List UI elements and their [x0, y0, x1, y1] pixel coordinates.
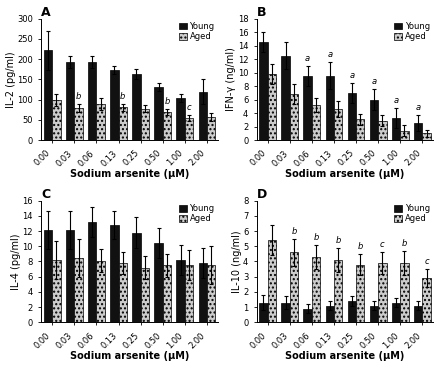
Bar	[289, 94, 297, 140]
Bar	[421, 278, 430, 322]
Bar	[391, 118, 399, 140]
Text: a: a	[349, 71, 353, 80]
Bar	[347, 301, 355, 322]
Bar	[303, 76, 311, 140]
Text: D: D	[256, 188, 266, 201]
Text: b: b	[335, 236, 340, 245]
X-axis label: Sodium arsenite (μM): Sodium arsenite (μM)	[285, 352, 404, 361]
Bar	[289, 252, 297, 322]
Bar	[267, 74, 276, 140]
Bar	[311, 105, 320, 140]
Bar	[377, 263, 386, 322]
Bar	[118, 263, 127, 322]
Bar	[74, 258, 82, 322]
Text: b: b	[401, 239, 406, 248]
Legend: Young, Aged: Young, Aged	[177, 20, 216, 43]
Text: C: C	[41, 188, 50, 201]
Text: A: A	[41, 6, 51, 19]
Legend: Young, Aged: Young, Aged	[392, 20, 431, 43]
Bar	[377, 121, 386, 140]
Bar	[140, 109, 148, 140]
Y-axis label: IL-10 (ng/ml): IL-10 (ng/ml)	[231, 230, 241, 293]
Bar	[140, 268, 148, 322]
Text: a: a	[415, 103, 420, 112]
Bar	[333, 260, 342, 322]
Bar	[52, 99, 60, 140]
Bar	[118, 107, 127, 140]
Bar	[96, 104, 105, 140]
Bar	[132, 74, 140, 140]
Bar	[44, 50, 52, 140]
Text: c: c	[423, 257, 428, 266]
Bar	[325, 306, 333, 322]
Bar	[355, 119, 364, 140]
Bar	[355, 265, 364, 322]
Bar	[281, 56, 289, 140]
Text: a: a	[304, 54, 310, 63]
Y-axis label: IL-4 (pg/ml): IL-4 (pg/ml)	[11, 233, 21, 290]
Bar	[369, 99, 377, 140]
Bar	[267, 240, 276, 322]
Bar	[162, 112, 171, 140]
Bar	[206, 265, 215, 322]
Bar	[184, 265, 193, 322]
Bar	[88, 222, 96, 322]
Bar	[259, 42, 267, 140]
Bar	[176, 98, 184, 140]
Bar	[198, 91, 206, 140]
Bar	[66, 229, 74, 322]
Bar	[413, 306, 421, 322]
Text: b: b	[164, 97, 169, 105]
Bar	[88, 62, 96, 140]
X-axis label: Sodium arsenite (μM): Sodium arsenite (μM)	[285, 169, 404, 179]
Bar	[66, 62, 74, 140]
Bar	[347, 93, 355, 140]
Bar	[162, 265, 171, 322]
Bar	[198, 263, 206, 322]
Text: c: c	[186, 103, 191, 112]
Text: a: a	[326, 50, 332, 59]
Bar	[421, 134, 430, 140]
Bar	[206, 117, 215, 140]
Y-axis label: IL-2 (pg/ml): IL-2 (pg/ml)	[6, 51, 15, 108]
Text: b: b	[120, 92, 125, 101]
Bar	[281, 302, 289, 322]
Bar	[74, 108, 82, 140]
Bar	[154, 87, 162, 140]
Bar	[176, 260, 184, 322]
Legend: Young, Aged: Young, Aged	[177, 202, 216, 225]
Y-axis label: IFN-γ (ng/ml): IFN-γ (ng/ml)	[226, 47, 236, 111]
Bar	[110, 225, 118, 322]
Bar	[325, 76, 333, 140]
Text: b: b	[313, 233, 318, 242]
Bar	[44, 229, 52, 322]
Text: b: b	[357, 242, 362, 251]
Text: a: a	[392, 96, 398, 105]
Bar	[413, 123, 421, 140]
Bar	[154, 243, 162, 322]
X-axis label: Sodium arsenite (μM): Sodium arsenite (μM)	[70, 169, 189, 179]
Text: b: b	[76, 92, 81, 101]
Text: B: B	[256, 6, 265, 19]
Bar	[399, 263, 408, 322]
Bar	[52, 260, 60, 322]
Bar	[391, 302, 399, 322]
Bar	[369, 306, 377, 322]
Text: c: c	[379, 240, 384, 249]
Bar	[333, 109, 342, 140]
Bar	[110, 70, 118, 140]
Text: a: a	[371, 77, 376, 87]
Bar	[96, 261, 105, 322]
Bar	[259, 302, 267, 322]
Legend: Young, Aged: Young, Aged	[392, 202, 431, 225]
Bar	[399, 131, 408, 140]
Text: b: b	[291, 227, 296, 236]
Bar	[184, 118, 193, 140]
Bar	[132, 233, 140, 322]
Bar	[311, 257, 320, 322]
X-axis label: Sodium arsenite (μM): Sodium arsenite (μM)	[70, 352, 189, 361]
Bar	[303, 309, 311, 322]
